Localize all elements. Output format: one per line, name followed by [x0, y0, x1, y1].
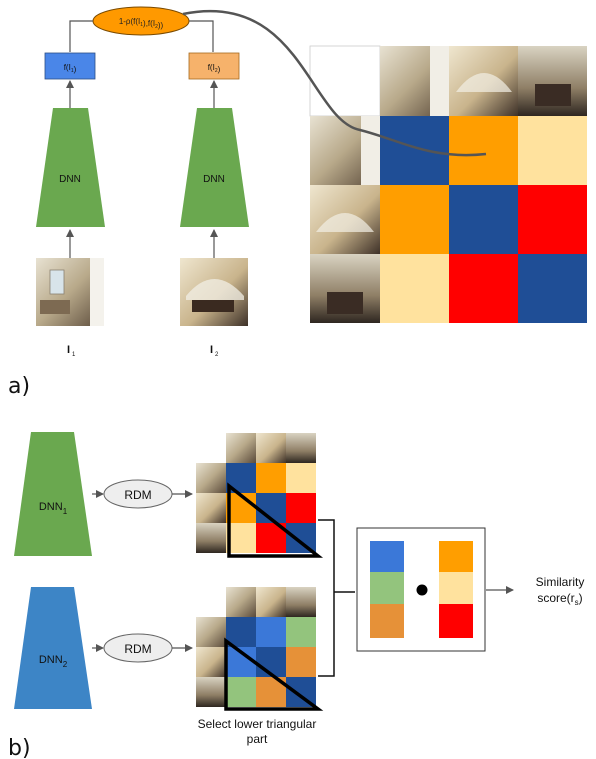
- similarity-label-line-1: Similarity: [536, 575, 585, 589]
- svg-text:DNN2: DNN2: [39, 654, 68, 669]
- rdm-b2-cell-3-1: [226, 677, 256, 707]
- dnn-label-2: DNN: [203, 174, 225, 185]
- formula-text: 1-ρ(f(I1),f(I2)): [119, 17, 164, 30]
- svg-text:I: I: [67, 344, 70, 356]
- rdm-ellipse-label-1: RDM: [124, 488, 151, 502]
- rdm-a-col-image-2: [449, 46, 518, 116]
- vector-1-cell-2: [370, 572, 404, 604]
- rdm-b2-cell-1-1: [226, 617, 256, 647]
- select-caption-line-2: part: [247, 732, 268, 746]
- rdm-b1-cell-2-3: [286, 493, 316, 523]
- input-label-1: I 1: [67, 344, 76, 358]
- similarity-label-line-2: score(rs): [537, 591, 582, 607]
- rdm-matrix-b1: [196, 433, 324, 558]
- rdm-b1-cells: [226, 463, 316, 553]
- dnn2-label: DNN2: [39, 654, 68, 669]
- feature-label-1: f(I1): [64, 63, 77, 74]
- rdm-a-cells: [380, 116, 587, 323]
- rdm-ellipse-label-2: RDM: [124, 642, 151, 656]
- rdm-a-cell-1-3: [518, 116, 587, 185]
- rdm-b2-cell-2-2: [256, 647, 286, 677]
- rdm-b1-cell-3-3: [286, 523, 316, 553]
- vector-1: [370, 541, 404, 638]
- input-image-2: [180, 258, 248, 326]
- rdm-b2-cells: [226, 617, 316, 707]
- rdm-a-row-image-2: [310, 185, 380, 254]
- dnn-label-1: DNN: [59, 174, 81, 185]
- rdm-a-cell-1-1: [380, 116, 449, 185]
- dot-product-symbol: [416, 584, 428, 596]
- input-label-2-source: I2: [0, 0, 1, 1]
- connector-formula-f2: [189, 20, 214, 52]
- rdm-a-row-image-3: [310, 254, 380, 323]
- rdm-b1-cell-3-1: [226, 523, 256, 553]
- dnn1-trapezoid: [14, 432, 92, 556]
- dnn2-trapezoid: [14, 587, 92, 709]
- panel-b-label: b): [8, 736, 31, 759]
- rdm-a-cell-2-3: [518, 185, 587, 254]
- vector-2: [439, 541, 473, 638]
- rdm-a-cell-3-3: [518, 254, 587, 323]
- vector-1-cell-1: [370, 541, 404, 572]
- svg-text:DNN1: DNN1: [39, 501, 68, 516]
- dnn1-label: DNN1: [39, 501, 68, 516]
- panel-a-label: a): [8, 374, 30, 399]
- vector-2-cell-3: [439, 604, 473, 638]
- input-label-2: I 2: [210, 344, 219, 358]
- rdm-b1-cell-1-2: [256, 463, 286, 493]
- rdm-a-row-image-1: [310, 116, 380, 185]
- svg-text:I: I: [210, 344, 213, 356]
- rdm-a-col-image-1: [380, 46, 449, 116]
- feature-box-2: [188, 52, 240, 80]
- formula-ellipse: [92, 6, 190, 36]
- rdm-b1-cell-2-1: [226, 493, 256, 523]
- input-image-1: [36, 258, 104, 326]
- vector-1-cell-3: [370, 604, 404, 638]
- rdm-a-cell-3-2: [449, 254, 518, 323]
- lower-triangle-outline-1: [227, 482, 324, 558]
- rdm-a-cell-3-1: [380, 254, 449, 323]
- rdm-a-cell-2-2: [449, 185, 518, 254]
- rdm-b2-cell-1-2: [256, 617, 286, 647]
- lower-triangle-outline-2: [224, 637, 324, 711]
- select-caption-line-1: Select lower triangular: [198, 717, 317, 731]
- rdm-b1-cell-1-3: [286, 463, 316, 493]
- rdm-matrix-a: [309, 45, 587, 323]
- input-label-1-source: I1: [0, 0, 1, 1]
- vector-2-cell-1: [439, 541, 473, 572]
- svg-text:2: 2: [215, 352, 219, 358]
- rdm-a-corner: [309, 45, 381, 117]
- vector-2-cell-2: [439, 572, 473, 604]
- bracket-connector: [318, 519, 355, 677]
- rdm-a-cell-2-1: [380, 185, 449, 254]
- rdm-b2-cell-2-3: [286, 647, 316, 677]
- svg-text:1: 1: [72, 352, 76, 358]
- feature-label-2: f(I2): [208, 63, 221, 74]
- dnn-trapezoid-1: [36, 108, 105, 227]
- rdm-a-cell-1-2: [449, 116, 518, 185]
- formula-pointer-curve: [182, 10, 487, 157]
- rdm-a-col-image-3: [518, 46, 587, 116]
- connector-formula-f1: [69, 20, 93, 52]
- rdm-matrix-b2: [196, 587, 324, 711]
- dnn-trapezoid-2: [180, 108, 249, 227]
- feature-box-1: [44, 52, 96, 80]
- rdm-b2-cell-1-3: [286, 617, 316, 647]
